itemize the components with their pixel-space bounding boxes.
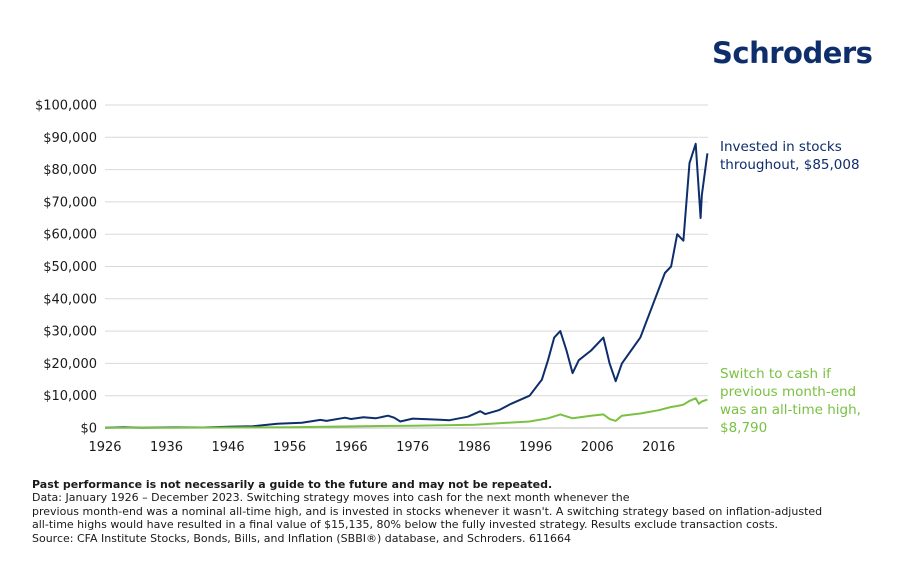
y-tick-label: $50,000 <box>43 260 97 275</box>
stocks-series-line <box>104 142 709 429</box>
gridlines <box>105 104 708 429</box>
stocks-label-line2: throughout, $85,008 <box>720 157 860 173</box>
switch-series-label: Switch to cash if previous month-end was… <box>720 365 900 437</box>
switch-label-line4: $8,790 <box>720 420 768 436</box>
y-tick-label: $80,000 <box>43 163 97 178</box>
x-axis-ticks: 1926 1936 1946 1956 1966 1976 1986 1996 2006 2016 <box>88 440 675 455</box>
switch-series-line <box>104 397 708 429</box>
schroders-logo: Schroders <box>712 36 873 70</box>
x-tick-label: 1986 <box>458 440 491 455</box>
notes-line: Data: January 1926 – December 2023. Swit… <box>32 491 630 505</box>
switch-label-line2: previous month-end <box>720 384 857 400</box>
x-tick-label: 1966 <box>335 440 368 455</box>
switch-label-line3: was an all-time high, <box>720 402 861 418</box>
x-tick-label: 1946 <box>212 440 245 455</box>
y-tick-label: $10,000 <box>43 389 97 404</box>
y-tick-label: $20,000 <box>43 357 97 372</box>
x-tick-label: 1996 <box>519 440 552 455</box>
y-tick-label: $30,000 <box>43 325 97 340</box>
series-lines <box>104 142 709 429</box>
x-tick-label: 1936 <box>150 440 183 455</box>
disclaimer: Past performance is not necessarily a gu… <box>32 478 553 491</box>
stocks-label-line1: Invested in stocks <box>720 139 842 155</box>
notes-line: previous month-end was a nominal all-tim… <box>32 504 823 518</box>
x-tick-label: 1956 <box>273 440 306 455</box>
stocks-series-label: Invested in stocks throughout, $85,008 <box>720 138 900 174</box>
y-tick-label: $60,000 <box>43 228 97 243</box>
x-tick-label: 2016 <box>642 440 675 455</box>
y-tick-label: $70,000 <box>43 195 97 210</box>
notes-line: Source: CFA Institute Stocks, Bonds, Bil… <box>32 531 571 545</box>
notes-line: all-time highs would have resulted in a … <box>32 518 779 532</box>
y-tick-label: $90,000 <box>43 131 97 146</box>
x-tick-label: 1976 <box>396 440 429 455</box>
y-axis-ticks: $0 $10,000 $20,000 $30,000 $40,000 $50,000 $60… <box>35 99 97 437</box>
x-tick-label: 1926 <box>88 440 121 455</box>
y-tick-label: $0 <box>80 422 97 437</box>
y-tick-label: $100,000 <box>35 99 97 114</box>
chart-notes: Past performance is not necessarily a gu… <box>32 478 882 545</box>
y-tick-label: $40,000 <box>43 292 97 307</box>
x-tick-label: 2006 <box>581 440 614 455</box>
switch-label-line1: Switch to cash if <box>720 366 831 382</box>
